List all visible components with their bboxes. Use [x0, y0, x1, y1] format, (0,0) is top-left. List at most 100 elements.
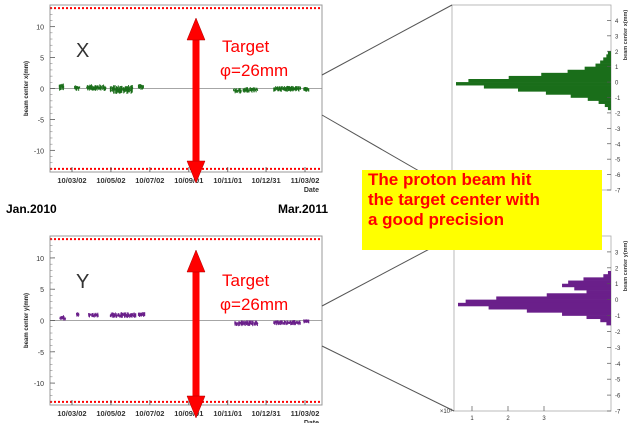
hist-y-tick-label: 2: [615, 266, 619, 272]
hist-bar: [541, 72, 611, 77]
hist-bar: [606, 321, 611, 326]
hist-exponent-label: ×10³: [440, 409, 452, 415]
hist-bar: [456, 82, 611, 86]
hist-bar: [586, 290, 611, 294]
x-tick-label: 10/11/01: [213, 409, 242, 418]
hist-bar: [567, 69, 611, 74]
y-tick-label: -10: [34, 381, 44, 388]
hist-bar: [526, 309, 611, 313]
hist-y-tick-label: 1: [615, 282, 619, 288]
range-end-label: Mar.2011: [278, 202, 329, 216]
hist-bar: [468, 79, 611, 83]
hist-y-tick-label: -3: [615, 346, 621, 352]
hist-bar: [496, 296, 611, 300]
callout-line-3: a good precision: [368, 210, 505, 229]
y-timeline-panel: 10 5 0 -5 -10 beam center y(mm) 10/03/02 10/05/…: [24, 235, 323, 423]
hist-bar: [607, 106, 611, 111]
hist-bar: [607, 271, 611, 275]
hist-bar: [488, 306, 611, 310]
hist-x-tick-label: 1: [470, 416, 474, 422]
hist-bar: [483, 85, 611, 89]
hist-bar: [584, 66, 611, 71]
arrow-head-down: [186, 395, 206, 419]
hist-bar: [562, 283, 611, 288]
hist-y-tick-label: 3: [615, 250, 619, 256]
hist-bar: [586, 315, 611, 320]
hist-bar: [587, 97, 611, 101]
hist-bar: [604, 103, 611, 108]
connector-line: [321, 345, 455, 412]
arrow-head-down: [186, 160, 206, 184]
target-label: Target: [222, 271, 270, 290]
hist-y-tick-label: 2: [615, 50, 619, 56]
hist-bar: [458, 302, 611, 307]
arrow-head-up: [186, 17, 206, 41]
hist-y-tick-label: -3: [615, 127, 621, 133]
hist-y-tick-label: -7: [615, 410, 621, 416]
summary-callout: The proton beam hit the target center wi…: [362, 170, 602, 250]
y-tick-label: 5: [40, 56, 44, 63]
range-start-label: Jan.2010: [6, 202, 57, 216]
callout-line-1: The proton beam hit: [368, 170, 532, 189]
hist-y-tick-label: -4: [615, 362, 621, 368]
x-tick-label: 10/05/02: [96, 409, 125, 418]
hist-bar: [603, 57, 611, 61]
y-tick-label: -5: [38, 117, 44, 124]
data-points: [59, 312, 310, 327]
target-arrow-group: Target φ=26mm: [186, 249, 288, 419]
x-tick-label: 10/12/31: [251, 409, 280, 418]
hist-x-tick-label: 3: [542, 416, 546, 422]
hist-bar: [574, 286, 611, 291]
x-tick-label: 10/09/01: [174, 409, 203, 418]
x-tick-label: 10/03/02: [57, 409, 86, 418]
y-tick-label: 5: [40, 287, 44, 294]
hist-y-tick-label: -2: [615, 111, 621, 117]
target-arrow-group: Target φ=26mm: [186, 17, 288, 184]
hist-bar: [518, 88, 611, 92]
hist-y-tick-label: 0: [615, 81, 619, 87]
hist-bar: [562, 312, 611, 316]
panel-letter: X: [76, 40, 89, 62]
x-tick-label: 11/03/02: [291, 409, 320, 418]
hist-bar: [568, 280, 611, 285]
x-axis-label: Date: [304, 187, 319, 194]
hist-bar: [603, 274, 611, 278]
phi-label: φ=26mm: [220, 61, 288, 80]
y-axis-label: beam center y(mm): [24, 293, 30, 348]
target-label: Target: [222, 37, 270, 56]
hist-y-tick-label: -6: [615, 394, 621, 400]
hist-y-tick-label: -7: [615, 189, 621, 195]
x-tick-label: 10/03/02: [57, 176, 86, 185]
x-tick-label: 10/05/02: [96, 176, 125, 185]
y-projection-panel: 3 2 1 0 -1 -2 -3 -4 -5 -6 -7 beam center y(mm) 1 2 3 ×1…: [440, 235, 628, 422]
hist-bar: [570, 94, 611, 98]
x-timeline-panel: 10 5 0 -5 -10 beam center x(mm) 10/03/02 10/05/…: [24, 4, 323, 194]
y-tick-label: -10: [34, 148, 44, 155]
connector-line: [321, 4, 453, 76]
y-axis-label: beam center x(mm): [24, 61, 30, 116]
target-size-arrows: Target φ=26mm Target φ=26mm: [186, 17, 288, 419]
y-tick-label: 0: [40, 87, 44, 94]
y-tick-label: -5: [38, 350, 44, 357]
hist-bar: [600, 60, 611, 64]
hist-y-tick-label: 3: [615, 34, 619, 40]
x-tick-label: 10/11/01: [213, 176, 242, 185]
hist-y-tick-label: 1: [615, 65, 619, 71]
hist-bar: [546, 293, 611, 297]
panel-letter: Y: [76, 271, 89, 293]
hist-y-tick-label: -5: [615, 158, 621, 164]
x-projection-panel: 4 3 2 1 0 -1 -2 -3 -4 -5 -6 -7 beam center x(mm): [451, 4, 628, 195]
x-tick-label: 10/09/01: [174, 176, 203, 185]
hist-bar: [598, 100, 611, 104]
hist-y-tick-label: -6: [615, 173, 621, 179]
y-tick-label: 10: [36, 25, 44, 32]
hist-bar: [583, 277, 611, 281]
hist-y-tick-label: 0: [615, 298, 619, 304]
hist-axis-label: beam center y(mm): [623, 241, 628, 292]
arrow-head-up: [186, 249, 206, 273]
hist-bar: [508, 75, 611, 80]
hist-bar: [607, 51, 611, 55]
x-tick-label: 11/03/02: [291, 176, 320, 185]
hist-y-tick-label: -1: [615, 314, 621, 320]
hist-bar: [465, 299, 611, 304]
